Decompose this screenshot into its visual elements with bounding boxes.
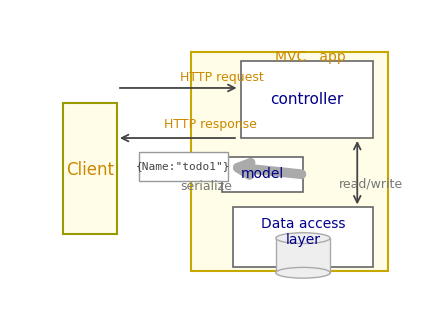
Text: serialize: serialize — [180, 180, 232, 193]
Bar — [139, 152, 228, 181]
Bar — [233, 207, 373, 267]
Text: read/write: read/write — [339, 178, 403, 191]
Text: HTTP request: HTTP request — [180, 71, 264, 84]
Text: HTTP response: HTTP response — [164, 118, 257, 131]
Text: Data access
layer: Data access layer — [261, 217, 345, 247]
Bar — [276, 238, 330, 273]
Text: MVC   app: MVC app — [275, 50, 346, 64]
Text: model: model — [241, 167, 284, 181]
Text: {Name:"todo1"}: {Name:"todo1"} — [136, 161, 230, 172]
Bar — [63, 103, 117, 234]
Ellipse shape — [276, 267, 330, 278]
Ellipse shape — [276, 233, 330, 244]
Bar — [222, 157, 303, 192]
Bar — [241, 61, 373, 138]
Text: controller: controller — [270, 92, 344, 107]
Bar — [191, 52, 388, 271]
Text: Client: Client — [66, 161, 114, 179]
